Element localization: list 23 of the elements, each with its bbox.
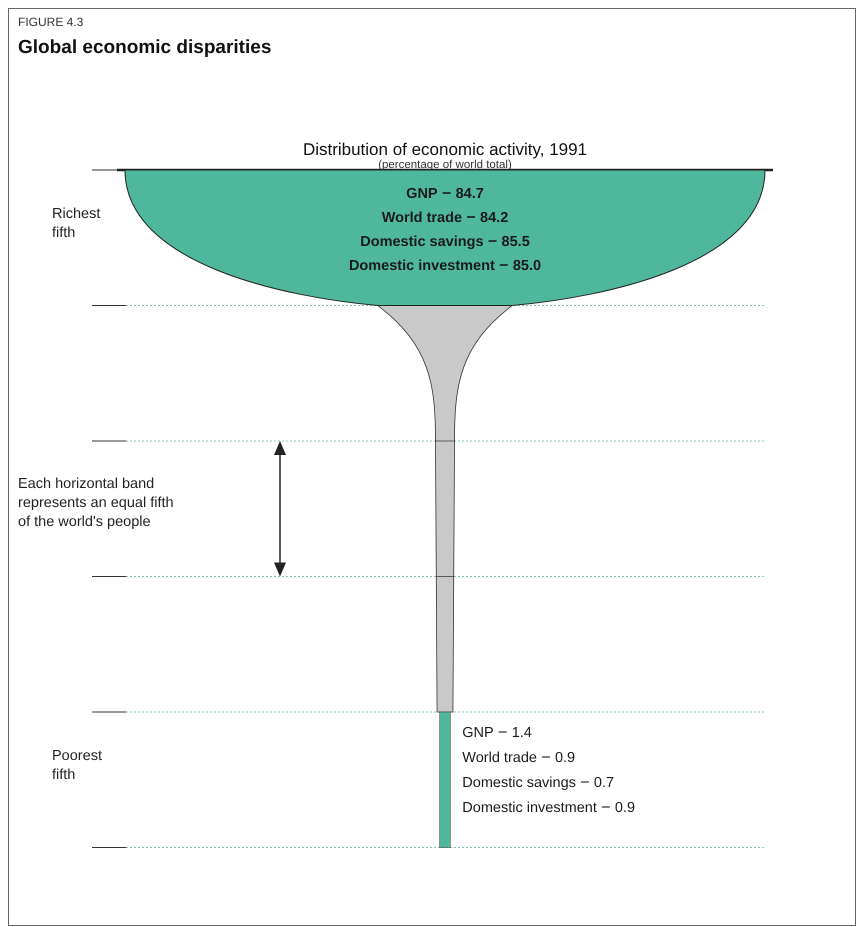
data-label: 0.9 [614,800,636,816]
data-label: 1.4 [512,725,532,741]
legend-label: World trade [382,210,462,226]
text: World trade [462,750,537,766]
legend-label: Domestic investment [348,258,495,274]
data-label: 85.0 [512,258,542,274]
caption: FIGURE 4.3 [18,15,84,29]
legend-label: Domestic savings [360,234,484,250]
text: Each horizontal band represents an equal fifth of the world's people [18,476,174,530]
text: Distribution of economic activity, 1991 [302,140,588,159]
data-label: 84.7 [456,186,484,202]
legend-label: GNP [406,186,438,202]
text: Domestic savings [462,775,576,791]
data-label: 84.2 [480,210,508,226]
data-label: 85.5 [502,234,530,250]
text: Global economic disparities [18,37,272,58]
category-label: Richest fifth [52,206,100,241]
data-label: 0.9 [554,750,576,766]
data-label: 0.7 [594,775,614,791]
text: (percentage of world total) [378,159,512,171]
text: GNP [462,725,494,741]
category-label: Poorest fifth [52,748,102,783]
text: Domestic investment [462,800,597,816]
